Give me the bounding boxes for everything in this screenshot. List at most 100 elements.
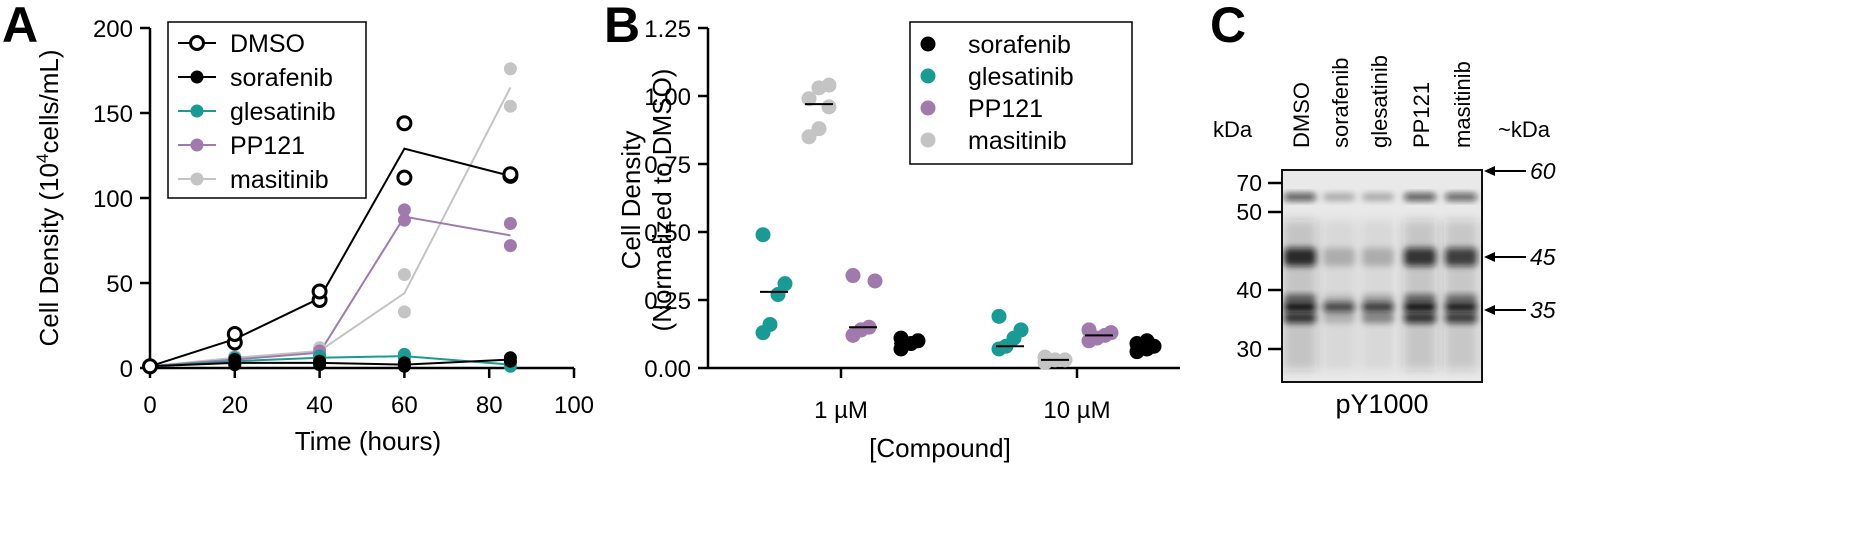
panel-b-legend: sorafenib glesatinib PP121 masitinib xyxy=(909,21,1133,165)
blot-band-45kda xyxy=(1362,248,1394,266)
panel-a-point-dmso xyxy=(311,283,328,300)
panel-b-point-sorafenib xyxy=(893,330,909,346)
ladder-tick-label-40: 40 xyxy=(1236,277,1262,303)
panel-a-legend: DMSO sorafenib glesatinib PP121 masitinib xyxy=(167,21,367,199)
panel-a-y-tick-label: 150 xyxy=(93,101,133,128)
panel-a-legend-label-pp121: PP121 xyxy=(230,132,305,160)
blot-band-38kda xyxy=(1445,294,1477,302)
blot-band-60kda xyxy=(1362,193,1394,201)
panel-a-point-dmso xyxy=(502,166,519,183)
panel-a-point-pp121 xyxy=(503,239,517,253)
panel-a-x-axis-label: Time (hours) xyxy=(295,426,441,456)
panel-a-x-tick-label: 60 xyxy=(391,392,418,419)
panel-b-legend-marker-sorafenib xyxy=(920,36,936,52)
panel-a-point-pp121 xyxy=(397,203,411,217)
panel-a-point-sorafenib xyxy=(503,351,517,365)
blot-band-60kda xyxy=(1323,193,1355,201)
arrow-head-35 xyxy=(1484,305,1495,315)
blot-band-33kda xyxy=(1404,313,1436,323)
ladder-kda-label: kDa xyxy=(1213,117,1253,142)
panel-a-legend-marker-masitinib xyxy=(190,172,204,186)
panel-b-x-tick-label: 10 µM xyxy=(1043,397,1110,424)
panel-b-letter: B xyxy=(604,0,640,53)
panel-a-x-tick-label: 0 xyxy=(143,392,156,419)
panel-b-x-tick-label: 1 µM xyxy=(814,397,868,424)
panel-b-y-tick-label: 0.75 xyxy=(644,152,691,179)
blot-band-45kda xyxy=(1284,248,1316,266)
ladder-tick-label-30: 30 xyxy=(1236,336,1262,362)
blot-band-35kda xyxy=(1445,302,1477,312)
blot-band-33kda xyxy=(1445,313,1477,323)
panel-b-point-glesatinib xyxy=(755,227,771,243)
panel-b-point-masitinib xyxy=(821,77,837,93)
panel-a-point-pp121 xyxy=(397,213,411,227)
panel-b-y-tick-label: 1.00 xyxy=(644,84,691,111)
panel-a-y-tick-label: 0 xyxy=(120,356,133,383)
panel-b-legend-label-pp121: PP121 xyxy=(968,95,1043,123)
blot-band-38kda xyxy=(1284,294,1316,302)
ladder-tick-label-50: 50 xyxy=(1236,199,1262,225)
panel-b-point-glesatinib xyxy=(991,308,1007,324)
blot-band-33kda xyxy=(1284,313,1316,323)
lane-label-sorafenib: sorafenib xyxy=(1328,57,1353,148)
panel-c-letter: C xyxy=(1210,0,1246,53)
blot-band-38kda xyxy=(1362,294,1394,302)
panel-a-legend-marker-glesatinib xyxy=(190,104,204,118)
panel-a-point-masitinib xyxy=(397,305,411,319)
panel-a-y-tick-label: 100 xyxy=(93,186,133,213)
panel-a-legend-label-sorafenib: sorafenib xyxy=(230,64,333,92)
panel-a-y-tick-label: 50 xyxy=(106,271,133,298)
panel-a-point-sorafenib xyxy=(313,354,327,368)
panel-a-point-sorafenib xyxy=(228,353,242,366)
panel-b-y-tick-label: 1.25 xyxy=(644,16,691,43)
panel-a-legend-marker-dmso xyxy=(189,35,205,51)
blot-band-60kda xyxy=(1445,193,1477,201)
ladder-tick-label-70: 70 xyxy=(1236,170,1262,196)
panel-b-point-glesatinib xyxy=(1013,322,1029,338)
panel-b-point-pp121 xyxy=(1103,325,1119,341)
panel-a-point-sorafenib xyxy=(397,356,411,370)
panel-a-legend-label-glesatinib: glesatinib xyxy=(230,98,336,126)
panel-b-legend-marker-masitinib xyxy=(920,132,936,148)
panel-c-western-blot: DMSO sorafenib glesatinib PP121 masitinib 70… xyxy=(1213,55,1556,419)
arrow-head-60 xyxy=(1484,166,1495,176)
panel-b-point-glesatinib xyxy=(762,316,778,332)
panel-a-x-tick-label: 80 xyxy=(476,392,503,419)
arrow-label-45: 45 xyxy=(1530,244,1556,270)
panel-a-point-masitinib xyxy=(397,268,411,281)
blot-band-35kda xyxy=(1362,302,1394,312)
arrow-head-45 xyxy=(1484,252,1495,262)
panel-b-point-masitinib xyxy=(801,129,817,145)
panel-a-legend-label-masitinib: masitinib xyxy=(230,166,329,194)
panel-b-y-axis-label-line2: (Normalized to DMSO) xyxy=(647,69,677,332)
panel-a-x-tick-label: 100 xyxy=(554,392,594,419)
blot-band-60kda xyxy=(1284,193,1316,201)
panel-b-y-tick-label: 0.00 xyxy=(644,356,691,383)
panel-b-legend-label-masitinib: masitinib xyxy=(968,127,1067,155)
panel-a-point-masitinib xyxy=(503,99,517,113)
panel-b-point-masitinib xyxy=(801,91,817,107)
panel-a-point-masitinib xyxy=(503,62,517,76)
panel-b-y-tick-label: 0.50 xyxy=(644,220,691,247)
panel-a-legend-marker-sorafenib xyxy=(190,70,204,84)
blot-band-45kda xyxy=(1404,248,1436,266)
blot-band-60kda xyxy=(1404,193,1436,201)
panel-a-point-dmso xyxy=(396,115,413,132)
blot-band-45kda xyxy=(1323,248,1355,266)
panel-b-x-axis-label: [Compound] xyxy=(869,433,1011,463)
lane-label-dmso: DMSO xyxy=(1289,82,1314,148)
blot-band-35kda xyxy=(1323,302,1355,312)
blot-band-35kda xyxy=(1404,302,1436,312)
panel-b-point-pp121 xyxy=(867,273,883,289)
panel-a-point-dmso xyxy=(226,326,243,342)
panel-b-point-pp121 xyxy=(1081,322,1097,338)
panel-a-y-axis-label: Cell Density (104cells/mL) xyxy=(33,50,64,347)
panel-b-point-pp121 xyxy=(845,268,861,284)
lane-label-pp121: PP121 xyxy=(1409,82,1434,148)
panel-b-point-masitinib xyxy=(811,121,827,137)
panel-b-legend-label-sorafenib: sorafenib xyxy=(968,31,1071,59)
panel-b-point-glesatinib xyxy=(777,276,793,292)
panel-a-x-tick-label: 40 xyxy=(306,392,333,419)
panel-a-legend-label-dmso: DMSO xyxy=(230,30,305,58)
